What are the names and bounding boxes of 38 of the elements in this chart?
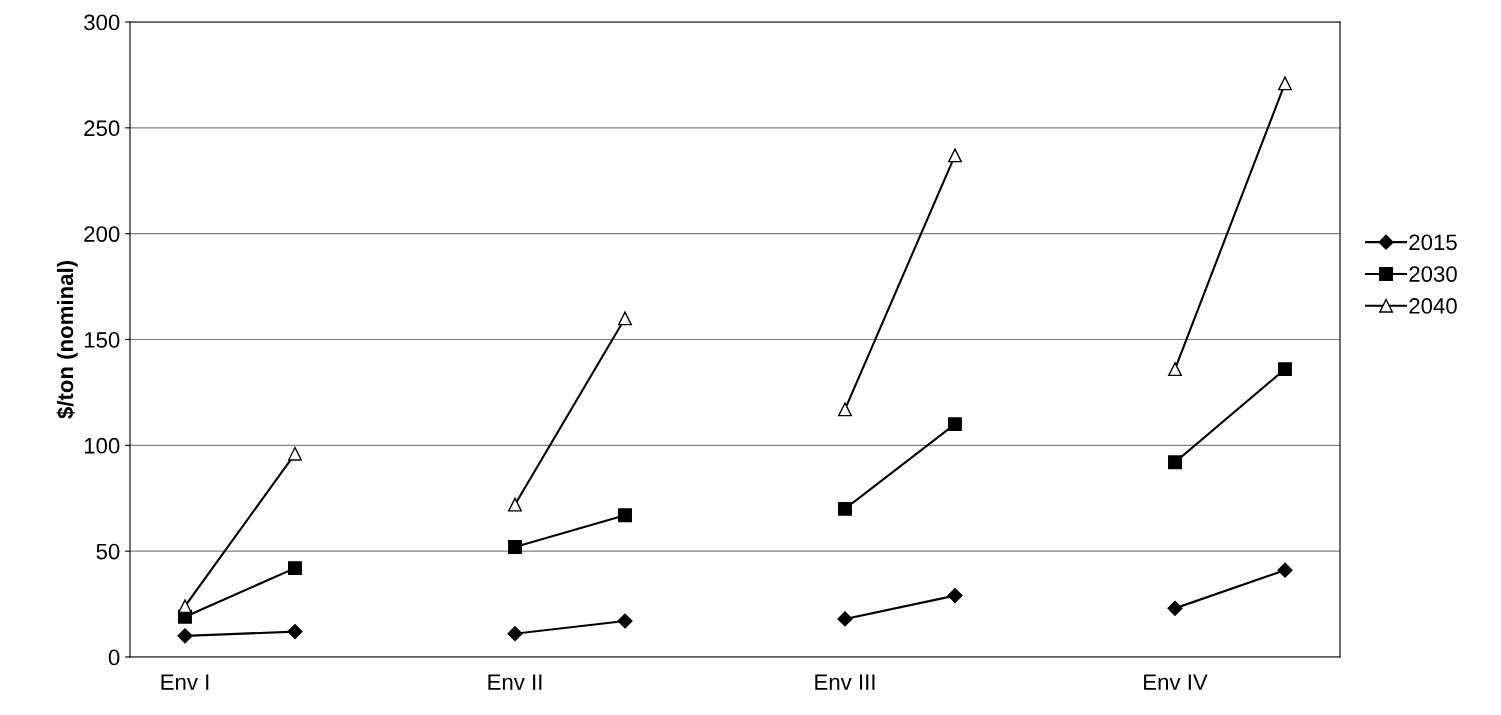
point	[288, 446, 302, 461]
point	[838, 402, 852, 417]
point	[1168, 455, 1182, 470]
legend-label: 2015	[1409, 234, 1457, 251]
point	[947, 588, 963, 604]
point	[287, 624, 303, 640]
point	[508, 497, 522, 512]
y-tick-label: 200	[84, 226, 120, 242]
x-tick-label: Env I	[161, 674, 209, 690]
point	[838, 501, 852, 516]
x-tick-label: Env II	[488, 674, 542, 690]
y-tick-label: 0	[108, 649, 120, 666]
legend-label: 2040	[1409, 298, 1457, 314]
x-tick-label: Env III	[815, 674, 875, 690]
point	[508, 539, 522, 554]
point	[948, 417, 962, 432]
point	[837, 611, 853, 627]
y-tick-label: 300	[84, 14, 120, 31]
point	[1168, 362, 1182, 377]
y-tick-label: 50	[96, 543, 120, 560]
legend-label: 2030	[1409, 266, 1457, 282]
point	[1167, 600, 1183, 616]
y-tick-label: 250	[84, 120, 120, 137]
point	[1277, 562, 1293, 578]
point	[178, 599, 192, 614]
point	[1278, 76, 1292, 91]
point	[618, 311, 632, 326]
x-tick-label: Env IV	[1144, 674, 1208, 690]
point	[177, 628, 193, 644]
point	[618, 508, 632, 523]
point	[507, 626, 523, 642]
point	[1278, 362, 1292, 377]
point	[948, 148, 962, 163]
y-tick-label: 150	[84, 332, 120, 348]
y-tick-label: 100	[84, 437, 120, 454]
y-axis-title: $/ton (nominal)	[56, 260, 78, 419]
point	[617, 613, 633, 629]
point	[288, 561, 302, 576]
